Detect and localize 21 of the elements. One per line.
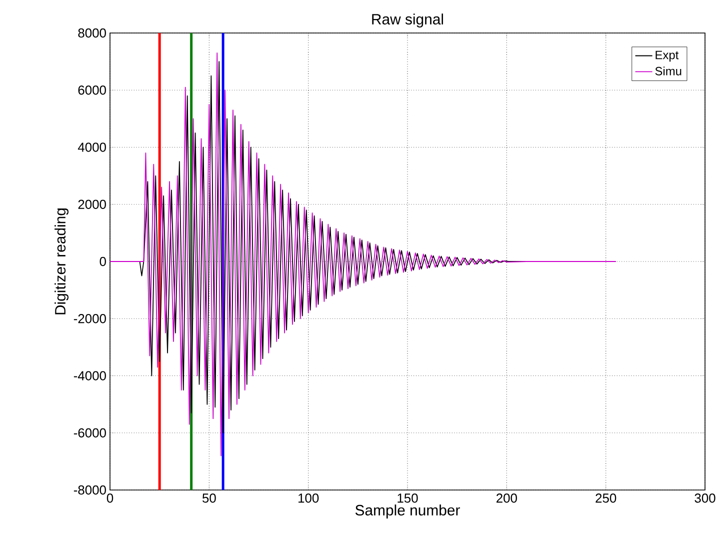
legend-label: Expt — [656, 50, 679, 62]
y-tick-label: 4000 — [78, 142, 106, 152]
y-tick-label: 6000 — [78, 86, 106, 95]
y-tick-label: 0 — [100, 256, 106, 266]
y-tick-label: 2000 — [78, 200, 106, 209]
x-tick-label: 300 — [694, 494, 716, 503]
x-tick-label: 0 — [106, 494, 114, 503]
x-tick-label: 250 — [596, 494, 616, 503]
x-tick-label: 200 — [496, 494, 517, 503]
x-tick-label: 150 — [398, 494, 418, 503]
y-axis-title: Digitizer reading — [54, 208, 69, 314]
y-tick-label: 8000 — [78, 28, 106, 38]
legend-label: Simu — [655, 66, 682, 76]
y-tick-label: -2000 — [74, 314, 106, 324]
chart-title: Raw signal — [372, 14, 444, 28]
x-axis-title: Sample number — [355, 504, 460, 518]
x-tick-label: 50 — [202, 494, 216, 503]
x-tick-label: 100 — [298, 494, 319, 503]
y-tick-label: -8000 — [74, 485, 106, 495]
y-tick-label: -6000 — [74, 428, 106, 438]
y-tick-label: -4000 — [74, 371, 106, 380]
